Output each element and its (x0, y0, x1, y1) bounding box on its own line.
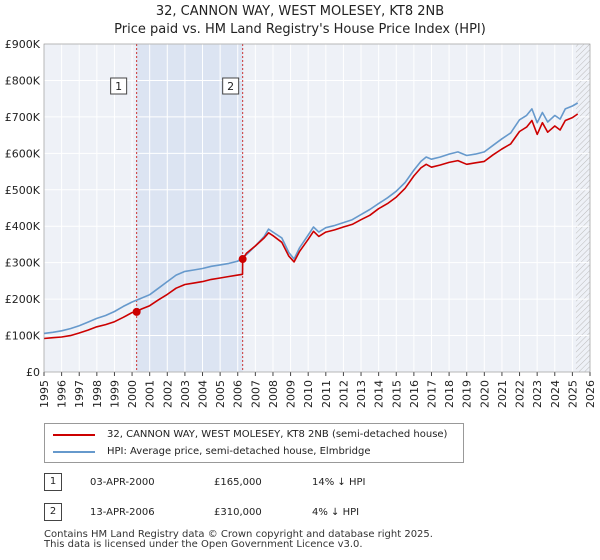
sale-point-1 (132, 307, 141, 316)
chart-subtitle: Price paid vs. HM Land Registry's House … (114, 22, 486, 37)
x-tick-label: 2014 (373, 380, 386, 408)
x-tick-label: 2018 (443, 380, 456, 408)
x-tick-label: 1996 (56, 380, 69, 408)
x-tick-label: 2003 (179, 380, 192, 408)
sale-date-1: 03-APR-2000 (90, 477, 155, 488)
sale-price-1: £165,000 (214, 477, 262, 488)
x-tick-label: 2005 (214, 380, 227, 408)
legend-swatch-property (53, 434, 95, 436)
y-tick-label: £500K (5, 184, 41, 197)
x-tick-label: 2013 (355, 380, 368, 408)
y-tick-label: £600K (5, 147, 41, 160)
shaded-ownership-period (136, 44, 243, 372)
legend: 32, CANNON WAY, WEST MOLESEY, KT8 2NB (s… (44, 423, 464, 463)
x-tick-label: 2021 (496, 380, 509, 408)
sale-badge-box-1 (110, 77, 128, 95)
y-tick-label: £300K (5, 257, 41, 270)
footer-line-1: Contains HM Land Registry data © Crown c… (44, 529, 433, 540)
sale-badge-label-2: 2 (227, 80, 234, 93)
sale-badge-2: 2 (44, 503, 62, 521)
sale-badge-label-1: 1 (115, 80, 122, 93)
y-tick-label: £900K (5, 38, 41, 51)
x-tick-label: 1995 (38, 380, 51, 408)
plot-border (43, 43, 591, 373)
y-tick-label: £700K (5, 111, 41, 124)
y-tick-label: £0 (26, 366, 40, 379)
legend-swatch-hpi (53, 451, 95, 453)
legend-label-hpi: HPI: Average price, semi-detached house,… (107, 446, 371, 457)
x-tick-label: 2004 (197, 380, 210, 408)
plot-background (44, 44, 590, 372)
x-tick-label: 1997 (73, 380, 86, 408)
sale-badge-box-2 (222, 77, 240, 95)
sale-badge-1: 1 (44, 473, 62, 491)
x-tick-label: 2017 (425, 380, 438, 408)
y-tick-label: £400K (5, 220, 41, 233)
x-tick-label: 2015 (390, 380, 403, 408)
x-tick-label: 2016 (408, 380, 421, 408)
x-tick-label: 2009 (285, 380, 298, 408)
x-tick-label: 2022 (514, 380, 527, 408)
y-tick-label: £800K (5, 74, 41, 87)
property-price-line (43, 113, 579, 340)
footer: Contains HM Land Registry data © Crown c… (44, 530, 433, 550)
legend-label-property: 32, CANNON WAY, WEST MOLESEY, KT8 2NB (s… (107, 429, 448, 440)
y-tick-label: £200K (5, 293, 41, 306)
x-tick-label: 2007 (249, 380, 262, 408)
x-tick-label: 2000 (126, 380, 139, 408)
x-tick-label: 2012 (337, 380, 350, 408)
x-tick-label: 2002 (161, 380, 174, 408)
sale-hpi-1: 14% ↓ HPI (312, 477, 366, 488)
x-tick-label: 2024 (549, 380, 562, 408)
x-tick-label: 1998 (91, 380, 104, 408)
sale-price-2: £310,000 (214, 507, 262, 518)
x-tick-label: 2020 (478, 380, 491, 408)
x-tick-label: 2011 (320, 380, 333, 408)
y-tick-label: £100K (5, 330, 41, 343)
x-tick-label: 2008 (267, 380, 280, 408)
sale-hpi-2: 4% ↓ HPI (312, 507, 360, 518)
sale-date-2: 13-APR-2006 (90, 507, 155, 518)
x-tick-label: 2001 (144, 380, 157, 408)
chart-title: 32, CANNON WAY, WEST MOLESEY, KT8 2NB (155, 4, 445, 19)
chart-area: 1 2 £0 £100K £200K £300K £400K £500K £600K £700K… (5, 38, 597, 408)
x-tick-label: 2023 (531, 380, 544, 408)
footer-line-2: This data is licensed under the Open Gov… (44, 539, 363, 550)
x-tick-label: 2025 (566, 380, 579, 408)
forecast-hatch (575, 44, 590, 372)
x-tick-label: 1999 (108, 380, 121, 408)
x-tick-label: 2010 (302, 380, 315, 408)
x-tick-label: 2019 (461, 380, 474, 408)
hpi-line (43, 102, 579, 335)
x-tick-label: 2026 (584, 380, 597, 408)
x-tick-label: 2006 (232, 380, 245, 408)
sale-point-2 (238, 255, 247, 264)
